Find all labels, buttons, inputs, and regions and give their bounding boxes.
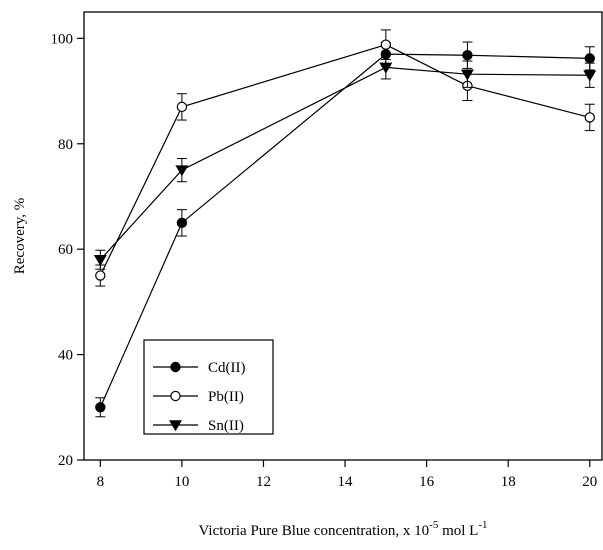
data-point-2-4 [583,70,597,82]
series-1 [95,29,595,287]
x-axis-title-main: Victoria Pure Blue concentration, x 10 [198,523,429,539]
data-point-2-0 [93,255,107,267]
data-point-2-3 [460,69,474,81]
y-axis-title: Recovery, % [12,198,28,275]
x-axis-title-units: mol L [438,523,478,539]
x-tick-label-10: 10 [174,474,189,490]
data-point-0-0 [95,402,106,413]
legend-label-2: Sn(II) [208,418,244,434]
data-point-1-4 [584,112,595,123]
plot-frame [83,11,603,461]
data-point-1-0 [95,270,106,281]
x-axis: 8 10 12 14 16 18 20 [97,460,597,490]
series-2 [93,55,597,270]
data-point-1-2 [380,39,392,50]
data-point-2-2 [379,62,393,74]
series-line-2 [99,66,590,261]
data-point-0-4 [584,53,595,64]
x-axis-title-exponent-2: -1 [478,519,487,531]
legend-marker-1 [170,390,181,402]
legend-label-0: Cd(II) [208,360,246,376]
y-tick-label-40: 40 [58,348,73,364]
y-tick-label-80: 80 [58,137,73,153]
data-point-0-1 [176,217,188,229]
data-point-1-1 [176,101,188,113]
legend: Cd(II) Pb(II) Sn(II) [143,339,274,435]
x-tick-label-16: 16 [419,474,435,490]
legend-marker-2 [169,420,182,432]
y-tick-label-20: 20 [58,453,73,469]
x-axis-title-exponent-1: -5 [429,519,439,531]
x-axis-title: Victoria Pure Blue concentration, x 10-5… [198,519,487,539]
data-point-0-3 [462,50,473,61]
data-point-2-1 [175,165,189,177]
x-tick-label-18: 18 [501,474,516,490]
x-tick-label-12: 12 [256,474,271,490]
x-tick-label-8: 8 [97,474,105,490]
y-axis: 20 40 60 80 100 [51,31,84,469]
legend-label-1: Pb(II) [208,389,244,405]
x-tick-label-20: 20 [582,474,597,490]
series-layer [93,29,597,418]
y-tick-label-100: 100 [51,31,74,47]
legend-box [143,339,274,435]
legend-marker-0 [170,361,181,373]
x-tick-label-14: 14 [338,474,354,490]
y-tick-label-60: 60 [58,242,73,258]
